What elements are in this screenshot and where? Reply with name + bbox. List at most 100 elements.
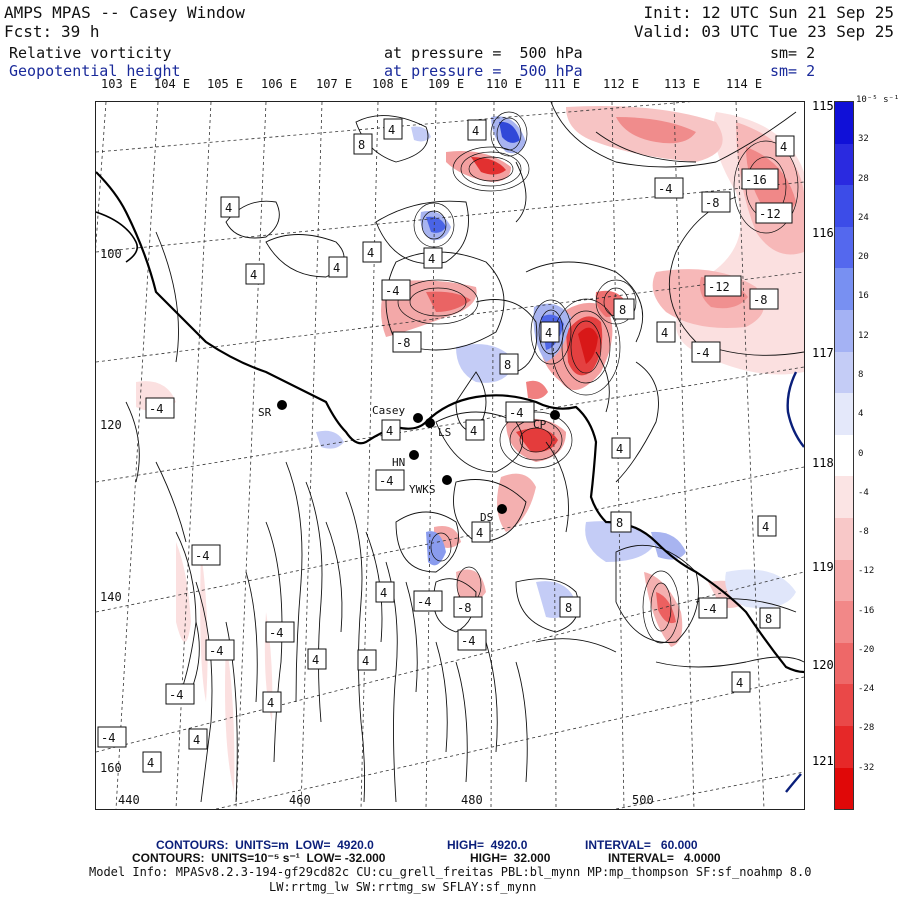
contour-label: -4 — [165, 683, 195, 705]
svg-text:-4: -4 — [101, 731, 115, 745]
contour-label: -4 — [97, 726, 127, 748]
height-contour-info: CONTOURS: UNITS=m LOW= 4920.0 — [156, 838, 374, 852]
svg-text:8: 8 — [358, 138, 365, 152]
vorticity-map: SR Casey LS HN YWKS DS CP 4 4 8 4 4 4 4 … — [96, 102, 804, 809]
colorbar-tick-label: -4 — [858, 487, 869, 498]
lon-label: 107 E — [316, 77, 353, 91]
lon-label: 111 E — [544, 77, 581, 91]
field1-smoothing: sm= 2 — [770, 44, 816, 62]
svg-text:4: 4 — [225, 201, 232, 215]
contour-label: -8 — [392, 331, 422, 353]
contour-label: 8 — [499, 353, 519, 375]
colorbar-swatch — [835, 517, 853, 560]
contour-value-labels: 4 4 8 4 4 4 4 4 -4 -8 4 8 8 4 -4 -4 -8 4… — [97, 118, 795, 773]
height-contour — [785, 773, 802, 793]
contour-label: 4 — [142, 751, 162, 773]
y-tick-label: 140 — [100, 590, 122, 604]
contour-label: 4 — [362, 241, 382, 263]
contour-label: 4 — [245, 263, 265, 285]
contour-label: 4 — [307, 648, 327, 670]
svg-text:4: 4 — [661, 326, 668, 340]
contour-label: -4 — [381, 279, 411, 301]
svg-text:4: 4 — [367, 246, 374, 260]
svg-text:4: 4 — [362, 654, 369, 668]
contour-label: 8 — [559, 596, 581, 618]
station-label-sr: SR — [258, 406, 272, 419]
contour-label: -8 — [749, 288, 779, 310]
colorbar-swatch — [835, 684, 853, 726]
station-label-cp: CP — [533, 418, 547, 431]
colorbar-swatch — [835, 476, 853, 518]
contour-label: 4 — [357, 649, 377, 671]
colorbar-swatch — [835, 767, 853, 810]
vorticity-contour-high: HIGH= 32.000 — [470, 851, 551, 865]
contour-label: -8 — [701, 191, 731, 213]
colorbar-swatch — [835, 309, 853, 352]
station-dot-casey — [413, 413, 423, 423]
init-time: Init: 12 UTC Sun 21 Sep 25 — [643, 3, 894, 22]
svg-text:-4: -4 — [195, 549, 209, 563]
contour-label: 4 — [423, 247, 443, 269]
contour-label: 4 — [471, 521, 491, 543]
lon-label: 112 E — [603, 77, 640, 91]
contour-label: 8 — [353, 133, 373, 155]
colorbar-swatch — [835, 351, 853, 394]
contour-label: -4 — [191, 544, 221, 566]
svg-text:-4: -4 — [379, 474, 393, 488]
lon-label: 113 E — [664, 77, 701, 91]
station-label-casey: Casey — [372, 404, 405, 417]
contour-label: 4 — [467, 119, 487, 141]
svg-text:8: 8 — [619, 303, 626, 317]
svg-text:4: 4 — [386, 424, 393, 438]
svg-text:-4: -4 — [169, 688, 183, 702]
height-contour-interval: INTERVAL= 60.000 — [585, 838, 698, 852]
plot-title: AMPS MPAS -- Casey Window — [4, 3, 245, 22]
map-panel: SR Casey LS HN YWKS DS CP 4 4 8 4 4 4 4 … — [95, 101, 805, 810]
colorbar — [834, 101, 854, 810]
contour-label: 4 — [731, 671, 751, 693]
colorbar-swatch — [835, 226, 853, 269]
svg-text:4: 4 — [193, 733, 200, 747]
station-label-hn: HN — [392, 456, 405, 469]
colorbar-tick-label: 8 — [858, 369, 864, 380]
svg-text:-8: -8 — [457, 601, 471, 615]
station-label-ds: DS — [480, 511, 493, 524]
contour-label: 4 — [775, 135, 795, 157]
colorbar-swatch — [835, 268, 853, 310]
station-label-ywks: YWKS — [409, 483, 436, 496]
y-tick-label: 100 — [100, 247, 122, 261]
svg-text:4: 4 — [333, 261, 340, 275]
contour-label: -4 — [698, 597, 728, 619]
svg-text:4: 4 — [147, 756, 154, 770]
svg-text:4: 4 — [545, 326, 552, 340]
contour-label: 4 — [611, 437, 631, 459]
svg-text:4: 4 — [616, 442, 623, 456]
svg-text:-8: -8 — [396, 336, 410, 350]
colorbar-tick-label: -32 — [858, 762, 875, 773]
station-dot-hn — [409, 450, 419, 460]
contour-label: 8 — [759, 607, 781, 629]
forecast-label: Fcst: — [4, 22, 53, 41]
contour-label: -4 — [505, 401, 535, 423]
svg-text:-4: -4 — [417, 595, 431, 609]
model-physics: LW:rrtmg_lw SW:rrtmg_sw SFLAY:sf_mynn — [269, 880, 537, 894]
x-tick-label: 440 — [118, 793, 140, 807]
contour-label: 4 — [375, 581, 395, 603]
colorbar-swatch — [835, 601, 853, 643]
svg-text:-12: -12 — [708, 280, 730, 294]
colorbar-swatch — [835, 185, 853, 227]
lon-label: 106 E — [261, 77, 298, 91]
colorbar-tick-label: 28 — [858, 173, 869, 184]
field2-level: at pressure = 500 hPa — [384, 62, 583, 80]
contour-label: 4 — [262, 691, 282, 713]
vorticity-core-contours — [397, 111, 799, 644]
svg-text:-8: -8 — [705, 196, 719, 210]
contour-label: 4 — [188, 728, 208, 750]
contour-label: 8 — [613, 298, 635, 320]
coastline-inlet — [96, 211, 139, 263]
colorbar-swatch — [835, 393, 853, 435]
colorbar-tick-label: -28 — [858, 723, 875, 734]
svg-text:-4: -4 — [149, 402, 163, 416]
station-dot-ds — [497, 504, 507, 514]
svg-text:4: 4 — [780, 140, 787, 154]
